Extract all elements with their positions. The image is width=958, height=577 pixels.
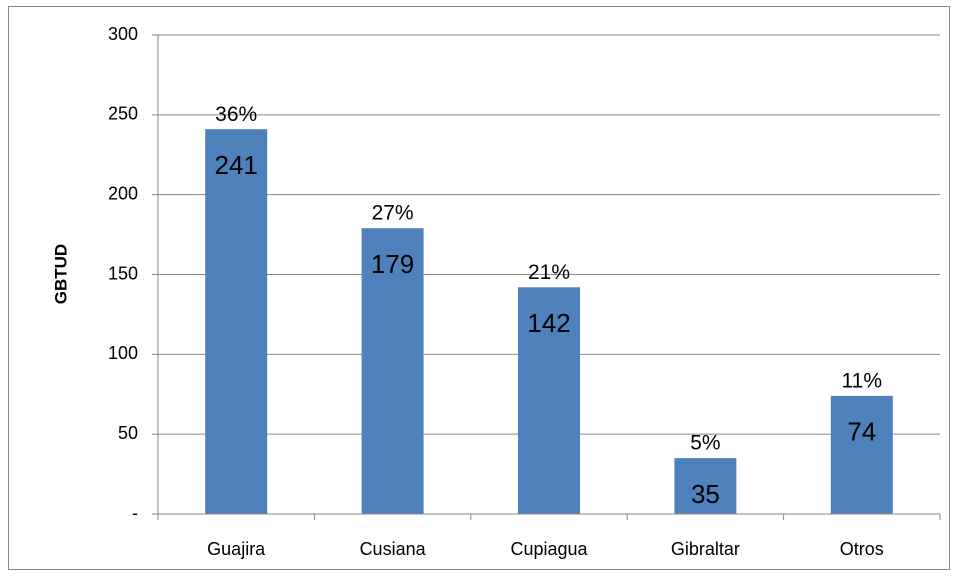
bar [205, 129, 268, 514]
bar [674, 458, 737, 514]
value-label: 142 [527, 308, 570, 338]
y-axis-label: GBTUD [51, 244, 70, 304]
x-tick-label: Guajira [207, 539, 266, 559]
y-tick-label: 100 [108, 343, 138, 363]
y-tick-label: 300 [108, 24, 138, 44]
percent-label: 11% [842, 369, 882, 392]
percent-label: 36% [215, 103, 257, 126]
x-tick-label: Cupiagua [510, 539, 588, 559]
value-label: 179 [371, 249, 414, 279]
percent-label: 5% [690, 432, 720, 455]
value-label: 35 [691, 479, 720, 509]
x-tick-label: Cusiana [360, 539, 427, 559]
x-tick-label: Otros [840, 539, 884, 559]
value-label: 74 [847, 417, 876, 447]
y-tick-label: 250 [108, 104, 138, 124]
bar [830, 395, 893, 514]
y-tick-label: 200 [108, 183, 138, 203]
x-tick-label: Gibraltar [671, 539, 740, 559]
y-tick-label: 50 [118, 423, 138, 443]
value-label: 241 [215, 150, 258, 180]
chart-frame [8, 6, 950, 570]
percent-label: 27% [372, 202, 414, 225]
y-tick-label: - [132, 503, 138, 523]
y-tick-label: 150 [108, 263, 138, 283]
bar [361, 228, 424, 515]
bar [518, 287, 580, 514]
percent-label: 21% [528, 261, 570, 284]
